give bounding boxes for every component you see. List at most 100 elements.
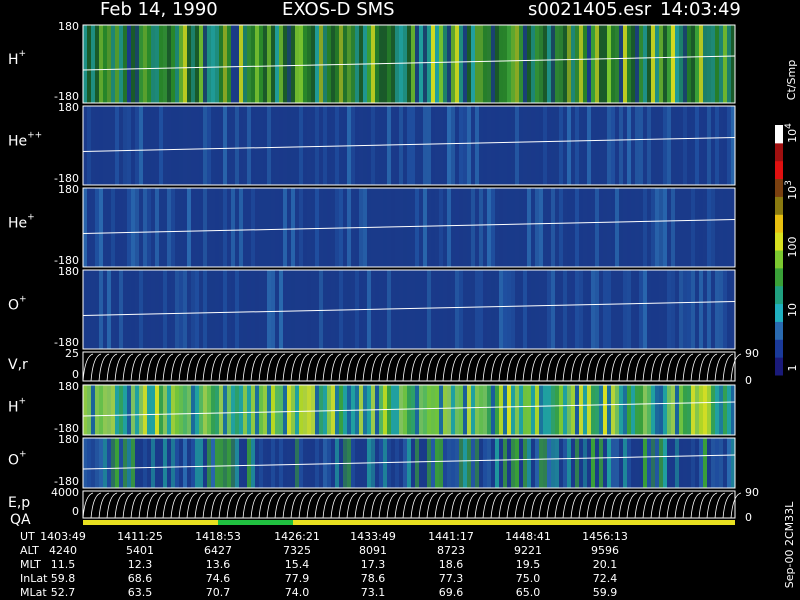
spectrum-stripe <box>679 106 683 185</box>
spectrum-stripe <box>727 438 731 488</box>
spectrum-stripe <box>183 106 187 185</box>
spectrum-stripe <box>651 188 655 267</box>
spectrum-stripe <box>151 270 155 349</box>
spectrum-stripe <box>319 25 323 103</box>
spectrum-stripe <box>591 270 595 349</box>
spectrum-stripe <box>331 438 335 488</box>
spectrum-stripe <box>391 385 395 435</box>
spectrum-stripe <box>283 438 287 488</box>
spectrum-stripe <box>207 385 211 435</box>
table-cell: 8723 <box>437 544 465 557</box>
spectrum-stripe <box>119 385 123 435</box>
spectrum-stripe <box>87 188 91 267</box>
spectrum-stripe <box>175 270 179 349</box>
spectrum-stripe <box>563 270 567 349</box>
colorbar-label: 103 <box>784 180 800 200</box>
spectrum-stripe <box>659 25 663 103</box>
sweep-curve <box>618 353 630 382</box>
spectrum-stripe <box>195 385 199 435</box>
spectrum-stripe <box>655 438 659 488</box>
spectrum-stripe <box>491 188 495 267</box>
spectrum-stripe <box>315 106 319 185</box>
spectrum-stripe <box>183 188 187 267</box>
spectrum-stripe <box>467 438 471 488</box>
spectrum-stripe <box>607 438 611 488</box>
spectrum-stripe <box>443 106 447 185</box>
spectrum-stripe <box>251 385 255 435</box>
spectrum-stripe <box>207 106 211 185</box>
spectrum-stripe <box>579 106 583 185</box>
spectrum-stripe <box>415 438 419 488</box>
spectrum-stripe <box>447 25 451 103</box>
spectrum-stripe <box>427 25 431 103</box>
spectrum-stripe <box>187 270 191 349</box>
spectrum-stripe <box>191 270 195 349</box>
spectrum-stripe <box>119 25 123 103</box>
spectrum-stripe <box>579 385 583 435</box>
sweep-curve <box>522 492 534 519</box>
spectrum-stripe <box>711 106 715 185</box>
spectrum-stripe <box>107 188 111 267</box>
sweep-curve <box>370 492 382 519</box>
spectrum-stripe <box>543 385 547 435</box>
spectrum-stripe <box>711 385 715 435</box>
table-cell: 1456:13 <box>582 530 628 543</box>
sweep-curve <box>626 492 638 519</box>
spectrum-stripe <box>659 385 663 435</box>
spectrum-stripe <box>659 106 663 185</box>
spectrum-stripe <box>275 188 279 267</box>
spectrum-stripe <box>127 270 131 349</box>
sweep-curve <box>562 492 574 519</box>
panel-ion: O <box>8 453 19 469</box>
sweep-curve <box>346 492 358 519</box>
table-cell: 72.4 <box>593 572 618 585</box>
colorbar-base: 100 <box>786 237 799 258</box>
spectrum-stripe <box>719 188 723 267</box>
spectrum-stripe <box>127 438 131 488</box>
sweep-curve <box>530 353 542 382</box>
sweep-curve <box>594 492 606 519</box>
spectrum-stripe <box>127 106 131 185</box>
spectrum-stripe <box>651 385 655 435</box>
spectrum-stripe <box>539 188 543 267</box>
spectrum-stripe <box>487 25 491 103</box>
spectrum-stripe <box>667 385 671 435</box>
spectrum-stripe <box>151 106 155 185</box>
spectrum-stripe <box>515 188 519 267</box>
spectrum-stripe <box>619 106 623 185</box>
sweep-curve <box>538 492 550 519</box>
spectrum-stripe <box>599 438 603 488</box>
spectrum-stripe <box>243 385 247 435</box>
colorbar-cell <box>775 303 783 322</box>
spectrum-stripe <box>175 106 179 185</box>
table-cell: 1426:21 <box>274 530 320 543</box>
sweep-curve <box>114 492 126 519</box>
spectrum-stripe <box>119 106 123 185</box>
sweep-curve <box>682 353 694 382</box>
table-cell: 74.6 <box>206 572 231 585</box>
spectrum-stripe <box>591 25 595 103</box>
sweep-curve <box>170 353 182 382</box>
spectrum-stripe <box>287 385 291 435</box>
spectrum-stripe <box>583 188 587 267</box>
spectrum-stripe <box>311 106 315 185</box>
spectrum-stripe <box>99 438 103 488</box>
spectrum-stripe <box>215 438 219 488</box>
sweep-curve <box>338 492 350 519</box>
spectrum-stripe <box>671 188 675 267</box>
spectrum-stripe <box>547 25 551 103</box>
spectrum-stripe <box>507 25 511 103</box>
spectrum-stripe <box>395 106 399 185</box>
sweep-curve <box>450 353 462 382</box>
spectrum-stripe <box>91 438 95 488</box>
sweep-curve <box>386 353 398 382</box>
spectrum-stripe <box>475 25 479 103</box>
spectrum-stripe <box>227 25 231 103</box>
table-cell: 5401 <box>126 544 154 557</box>
table-cell: 73.1 <box>361 586 386 599</box>
colorbar-base: 10 <box>786 186 799 200</box>
spectrum-stripe <box>451 188 455 267</box>
table-row-label: MLat <box>20 586 47 599</box>
spectrum-stripe <box>111 385 115 435</box>
sweep-curve <box>122 353 134 382</box>
